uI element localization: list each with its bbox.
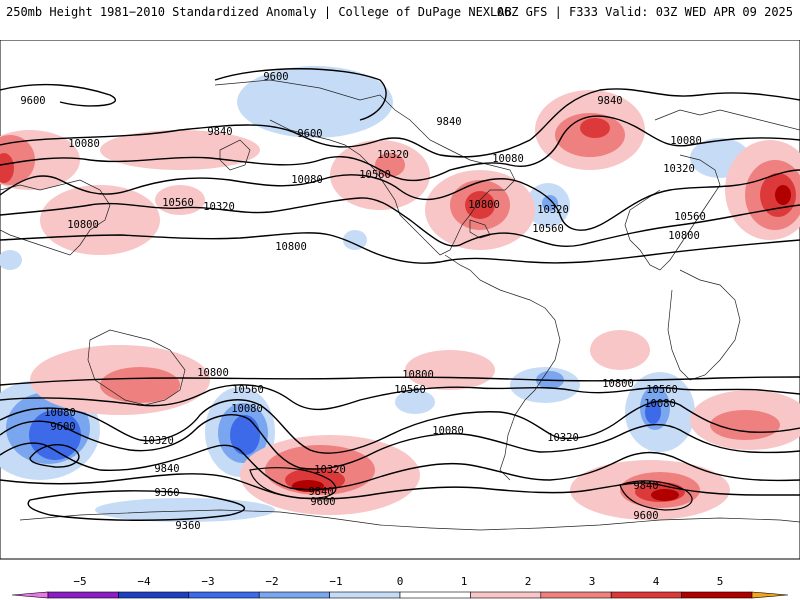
contour-label: 9360: [154, 487, 179, 499]
contour-label: 9600: [50, 421, 75, 433]
contour-label: 9600: [20, 95, 45, 107]
contour-label: 9600: [297, 128, 322, 140]
colorbar-segment: [470, 591, 542, 599]
contour-label: 10320: [203, 201, 235, 213]
contour-label: 10560: [359, 169, 391, 181]
contour-label: 10320: [663, 163, 695, 175]
height-contours: [0, 68, 800, 521]
map-title: 250mb Height 1981−2010 Standardized Anom…: [6, 5, 512, 19]
colorbar-segment: [610, 591, 682, 599]
colorbar-tick-label: 3: [588, 575, 596, 588]
contour-label: 10320: [537, 204, 569, 216]
colorbar-arrow-high: [751, 591, 789, 599]
anomaly-map: 9600 9600 9840 10080 10320 10560 10800 1…: [0, 40, 800, 560]
colorbar-segments: [11, 591, 789, 599]
contour-label: 10080: [231, 403, 263, 415]
contour-label: 10080: [432, 425, 464, 437]
contour-label: 9840: [207, 126, 232, 138]
contour-label: 10800: [402, 369, 434, 381]
colorbar-segment: [681, 591, 753, 599]
colorbar-tick-label: −2: [265, 575, 279, 588]
contour-label: 9360: [175, 520, 200, 532]
contour-labels: 9600 9600 9840 10080 10320 10560 10800 1…: [20, 71, 705, 532]
contour-label: 9840: [597, 95, 622, 107]
colorbar-segment: [118, 591, 190, 599]
contour-label: 9600: [310, 496, 335, 508]
contour-label: 10320: [377, 149, 409, 161]
contour-label: 10560: [646, 384, 678, 396]
contour-label: 10560: [674, 211, 706, 223]
colorbar-segment: [399, 591, 471, 599]
contour-label: 9840: [436, 116, 461, 128]
colorbar-tick-label: −5: [73, 575, 87, 588]
colorbar-segment: [329, 591, 401, 599]
contour-label: 10560: [532, 223, 564, 235]
contour-label: 10320: [142, 435, 174, 447]
contour-label: 9600: [633, 510, 658, 522]
colorbar-tick-label: 2: [524, 575, 532, 588]
colorbar-tick-label: 0: [396, 575, 404, 588]
colorbar-segment: [258, 591, 330, 599]
contour-label: 10800: [602, 378, 634, 390]
contour-label: 10080: [644, 398, 676, 410]
contour-label: 10800: [668, 230, 700, 242]
coastlines: [0, 79, 800, 531]
contour-label: 10080: [670, 135, 702, 147]
contour-label: 9840: [633, 480, 658, 492]
contour-label: 10800: [468, 199, 500, 211]
colorbar-tick-label: −4: [137, 575, 151, 588]
contour-label: 10320: [547, 432, 579, 444]
contour-label: 10800: [275, 241, 307, 253]
colorbar-tick-label: 4: [652, 575, 660, 588]
contour-label: 10800: [67, 219, 99, 231]
contour-label: 10560: [394, 384, 426, 396]
colorbar-segment: [47, 591, 119, 599]
colorbar-segment: [540, 591, 612, 599]
contour-label: 10080: [68, 138, 100, 150]
model-run-info: 06Z GFS | F333 Valid: 03Z WED APR 09 202…: [496, 5, 793, 19]
contour-label: 9840: [154, 463, 179, 475]
contour-label: 10080: [291, 174, 323, 186]
colorbar: [11, 591, 789, 599]
colorbar-tick-label: −1: [329, 575, 343, 588]
colorbar-arrow-low: [11, 591, 49, 599]
contour-label: 10080: [492, 153, 524, 165]
colorbar-tick-label: −3: [201, 575, 215, 588]
contour-label: 10320: [314, 464, 346, 476]
contour-label: 9840: [308, 486, 333, 498]
colorbar-segment: [188, 591, 260, 599]
colorbar-tick-label: 5: [716, 575, 724, 588]
colorbar-tick-label: 1: [460, 575, 468, 588]
contour-label: 10560: [162, 197, 194, 209]
contour-label: 10560: [232, 384, 264, 396]
contour-label: 9600: [263, 71, 288, 83]
contour-label: 10800: [197, 367, 229, 379]
contour-label: 10080: [44, 407, 76, 419]
